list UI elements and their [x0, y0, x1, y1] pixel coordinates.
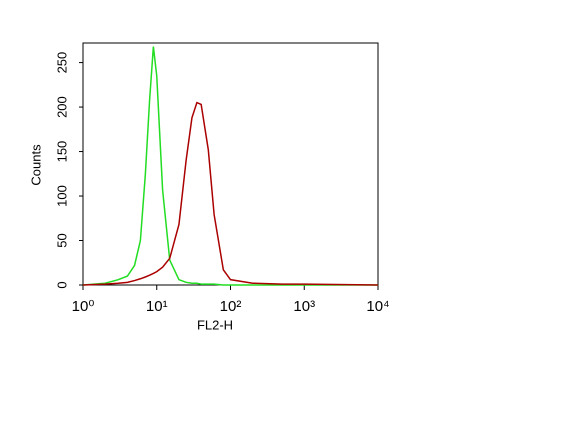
y-tick-label: 200: [54, 96, 69, 118]
y-tick-label: 0: [54, 281, 69, 288]
plot-frame: [82, 42, 379, 286]
x-tick-label: 10⁴: [366, 298, 389, 315]
x-tick-label: 10³: [293, 298, 315, 315]
x-axis-label: FL2-H: [197, 317, 233, 332]
histogram-line: [82, 101, 379, 286]
y-axis-label: Counts: [28, 144, 43, 186]
x-tick-label: 10⁰: [72, 298, 95, 315]
y-tick-label: 150: [54, 141, 69, 163]
x-tick-label: 10¹: [146, 298, 168, 315]
x-tick-label: 10²: [220, 298, 242, 315]
y-tick-label: 250: [54, 52, 69, 74]
histogram-line: [82, 46, 378, 286]
y-tick-label: 100: [54, 185, 69, 207]
y-tick-label: 50: [54, 233, 69, 247]
